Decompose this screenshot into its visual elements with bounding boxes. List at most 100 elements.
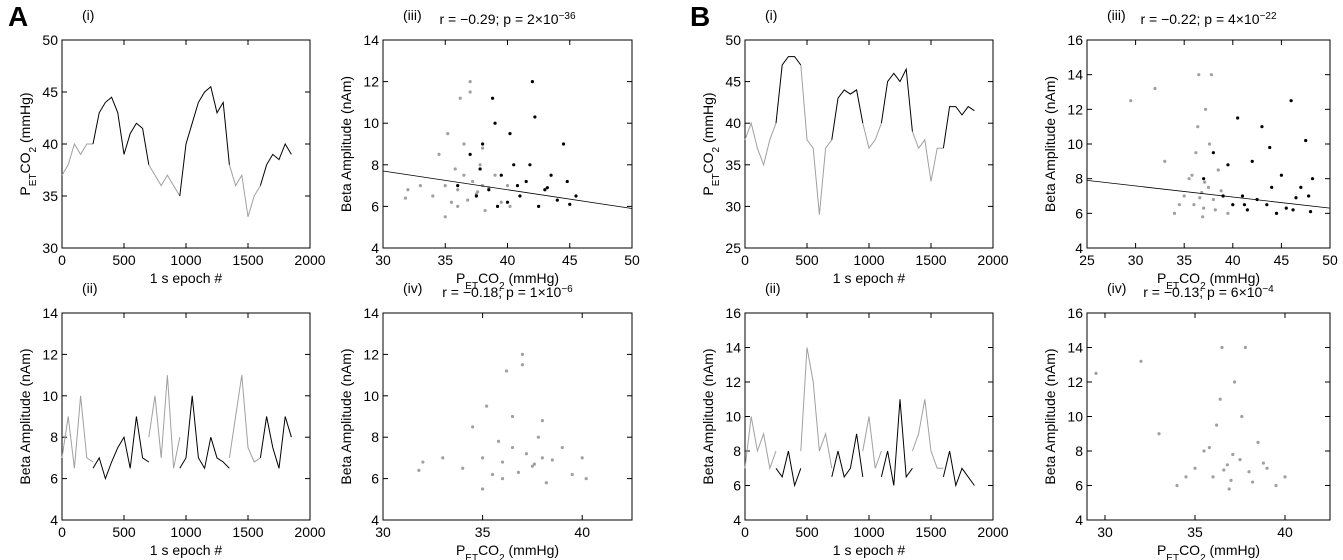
scatter-point bbox=[449, 200, 454, 204]
x-tick-label: 1500 bbox=[915, 524, 946, 540]
y-axis-label: Beta Amplitude (nAm) bbox=[1042, 76, 1058, 212]
scatter-point bbox=[1203, 180, 1207, 184]
x-tick-label: 500 bbox=[112, 252, 136, 268]
annotation: r = −0.29; p = 2×10−36 bbox=[439, 11, 576, 28]
y-tick-label: 50 bbox=[725, 32, 741, 48]
scatter-point bbox=[1265, 203, 1269, 207]
scatter-point bbox=[1216, 168, 1220, 172]
y-axis-label-part: 2 bbox=[28, 146, 39, 152]
scatter-point bbox=[1194, 151, 1198, 155]
scatter-point bbox=[478, 167, 482, 171]
plot-area bbox=[403, 80, 578, 219]
y-tick-label: 45 bbox=[725, 74, 741, 90]
scatter-point bbox=[1236, 116, 1240, 120]
scatter-point bbox=[493, 121, 497, 125]
y-axis-label: Beta Amplitude (nAm) bbox=[338, 76, 354, 212]
scatter-point bbox=[1231, 203, 1235, 207]
scatter-point bbox=[518, 194, 522, 198]
y-tick-label: 12 bbox=[363, 74, 379, 90]
scatter-point bbox=[1279, 173, 1283, 177]
x-tick-label: 30 bbox=[1097, 524, 1113, 540]
scatter-point bbox=[462, 142, 466, 146]
y-axis-label: Beta Amplitude (nAm) bbox=[338, 348, 354, 484]
scatter-point bbox=[474, 194, 478, 198]
scatter-point bbox=[1251, 480, 1255, 484]
scatter-point bbox=[437, 152, 441, 156]
scatter-point bbox=[508, 204, 512, 208]
scatter-point bbox=[1242, 203, 1247, 207]
y-tick-label: 30 bbox=[42, 240, 58, 256]
x-tick-label: 1000 bbox=[170, 524, 201, 540]
scatter-point bbox=[499, 200, 503, 204]
x-axis-label-part: (mmHg) bbox=[1206, 270, 1260, 286]
x-tick-label: 1500 bbox=[232, 252, 263, 268]
fit-line bbox=[1086, 180, 1331, 209]
x-tick-label: 2000 bbox=[977, 524, 1008, 540]
y-tick-label: 6 bbox=[1075, 478, 1083, 494]
x-tick-label: 40 bbox=[500, 252, 516, 268]
scatter-point bbox=[1187, 177, 1191, 181]
x-tick-label: 40 bbox=[1225, 252, 1241, 268]
scatter-point bbox=[406, 188, 410, 192]
panel-label: (iii) bbox=[1107, 7, 1126, 23]
y-tick-label: 40 bbox=[42, 136, 58, 152]
x-tick-label: 40 bbox=[1277, 524, 1293, 540]
scatter-point bbox=[516, 470, 521, 474]
y-axis-label: Beta Amplitude (nAm) bbox=[700, 348, 716, 484]
scatter-point bbox=[490, 472, 495, 477]
panel-label: (iii) bbox=[403, 7, 422, 23]
scatter-point bbox=[1190, 173, 1194, 177]
x-tick-label: 1500 bbox=[915, 252, 946, 268]
y-axis-label-part: 2 bbox=[711, 146, 722, 152]
scatter-point bbox=[505, 200, 510, 204]
scatter-point bbox=[1202, 177, 1206, 181]
axes-box bbox=[382, 312, 633, 521]
scatter-point bbox=[1182, 194, 1186, 198]
scatter-point bbox=[1201, 215, 1205, 219]
axes-box bbox=[1086, 312, 1331, 521]
scatter-point bbox=[1294, 196, 1298, 200]
x-axis-label-part: P bbox=[456, 542, 465, 558]
y-tick-label: 30 bbox=[725, 198, 741, 214]
series-line bbox=[92, 85, 292, 197]
scatter-point bbox=[1299, 185, 1303, 189]
scatter-point bbox=[1193, 466, 1197, 470]
y-tick-label: 25 bbox=[725, 240, 741, 256]
scatter-point bbox=[1310, 177, 1315, 181]
x-tick-label: 25 bbox=[1079, 252, 1095, 268]
y-tick-label: 8 bbox=[371, 157, 379, 173]
scatter-point bbox=[584, 477, 588, 481]
y-tick-label: 45 bbox=[42, 84, 58, 100]
scatter-point bbox=[1265, 466, 1269, 470]
series-line bbox=[744, 64, 944, 215]
scatter-point bbox=[441, 456, 445, 460]
x-axis-label: 1 s epoch # bbox=[150, 270, 223, 286]
y-axis-label: PETCO2 (mmHg) bbox=[17, 92, 39, 195]
y-tick-label: 4 bbox=[371, 240, 379, 256]
scatter-point bbox=[1289, 99, 1293, 103]
y-axis-label-part: (mmHg) bbox=[700, 92, 716, 146]
scatter-point bbox=[1213, 208, 1217, 212]
x-tick-label: 30 bbox=[375, 252, 391, 268]
y-tick-label: 14 bbox=[363, 305, 379, 321]
scatter-point bbox=[1196, 125, 1200, 129]
scatter-point bbox=[549, 173, 553, 177]
x-axis-label-part: (mmHg) bbox=[505, 270, 559, 286]
x-axis-label-part: ET bbox=[1166, 281, 1179, 292]
x-axis-label-part: P bbox=[1157, 542, 1166, 558]
x-tick-label: 1000 bbox=[170, 252, 201, 268]
scatter-point bbox=[1283, 475, 1287, 479]
scatter-point bbox=[1231, 452, 1235, 457]
scatter-point bbox=[481, 487, 485, 491]
scatter-point bbox=[1203, 107, 1208, 111]
x-tick-label: 0 bbox=[58, 524, 66, 540]
scatter-point bbox=[1226, 211, 1230, 215]
y-axis-label-part: CO bbox=[17, 152, 33, 173]
scatter-point bbox=[421, 460, 425, 464]
plot-area bbox=[61, 85, 292, 217]
y-tick-label: 6 bbox=[371, 471, 379, 487]
plot-area bbox=[417, 352, 588, 491]
y-tick-label: 4 bbox=[733, 512, 741, 528]
y-axis-label: PETCO2 (mmHg) bbox=[700, 92, 722, 195]
